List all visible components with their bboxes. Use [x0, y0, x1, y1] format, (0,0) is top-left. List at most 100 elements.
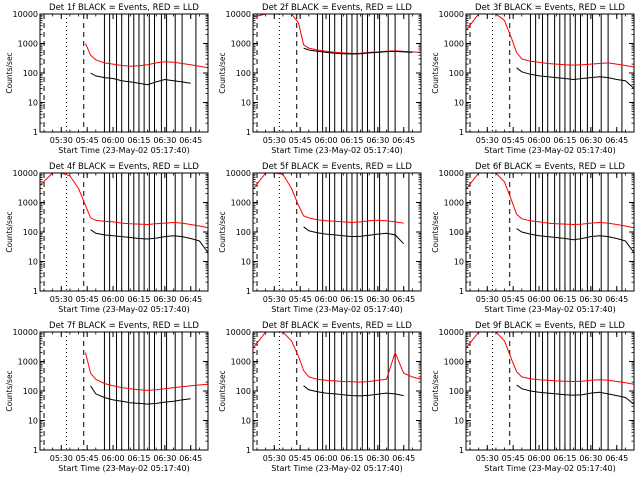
x-tick-label: 06:30 — [579, 136, 602, 145]
y-tick-label: 10000 — [13, 10, 38, 19]
x-tick-label: 05:30 — [476, 454, 499, 463]
y-tick-label: 10000 — [226, 328, 251, 337]
x-tick-label: 05:45 — [289, 454, 312, 463]
events-series-line — [516, 384, 634, 405]
x-tick-label: 05:30 — [263, 454, 286, 463]
x-tick-label: 06:30 — [579, 295, 602, 304]
detector-panel: 1 10 100 1000 10000 05:30 05:45 06:00 06:15 06:30… — [431, 321, 635, 473]
lld-series-line — [85, 352, 208, 391]
y-tick-label: 1000 — [444, 40, 464, 49]
x-tick-label: 06:30 — [153, 454, 176, 463]
y-tick-label: 100 — [449, 387, 464, 396]
x-tick-label: 05:45 — [502, 136, 525, 145]
y-tick-label: 1000 — [18, 199, 38, 208]
y-axis-label: Counts/sec — [218, 52, 227, 93]
x-tick-label: 06:00 — [315, 454, 338, 463]
x-tick-label: 06:00 — [102, 136, 125, 145]
lld-series-line — [253, 332, 421, 383]
lld-series-line — [466, 14, 634, 68]
x-tick-label: 05:30 — [50, 136, 73, 145]
y-tick-label: 10 — [241, 417, 251, 426]
x-tick-label: 06:00 — [528, 295, 551, 304]
y-tick-label: 1 — [459, 287, 464, 296]
lld-series-line — [253, 173, 404, 224]
plot-frame — [39, 13, 209, 133]
x-tick-label: 06:45 — [179, 454, 202, 463]
x-tick-label: 06:30 — [366, 295, 389, 304]
y-axis-label: Counts/sec — [431, 52, 440, 93]
lld-series-line — [466, 173, 634, 229]
y-tick-label: 1000 — [231, 40, 251, 49]
events-series-line — [516, 67, 634, 89]
x-tick-label: 05:30 — [476, 136, 499, 145]
detector-panel: 1 10 100 1000 10000 05:30 05:45 06:00 06:15 06:30… — [218, 162, 422, 314]
events-series-line — [90, 385, 191, 405]
chart-title: Det 9f BLACK = Events, RED = LLD — [475, 321, 625, 331]
y-axis-label: Counts/sec — [5, 370, 14, 411]
x-tick-label: 06:45 — [179, 295, 202, 304]
x-axis-label: Start Time (23-May-02 05:17:40) — [484, 305, 615, 314]
y-tick-label: 1 — [33, 446, 38, 455]
y-tick-label: 10 — [454, 417, 464, 426]
chart-title: Det 7f BLACK = Events, RED = LLD — [49, 321, 199, 331]
y-tick-label: 100 — [23, 69, 38, 78]
detector-panel: 1 10 100 1000 10000 05:30 05:45 06:00 06:15 06:30… — [5, 3, 209, 155]
x-tick-label: 05:30 — [263, 295, 286, 304]
x-axis-label: Start Time (23-May-02 05:17:40) — [271, 305, 402, 314]
x-axis-label: Start Time (23-May-02 05:17:40) — [58, 464, 189, 473]
y-axis-label: Counts/sec — [5, 52, 14, 93]
y-tick-label: 1000 — [444, 358, 464, 367]
y-tick-label: 1 — [459, 446, 464, 455]
x-tick-label: 06:45 — [392, 454, 415, 463]
lld-series-line — [466, 332, 634, 385]
x-tick-label: 06:00 — [528, 136, 551, 145]
x-tick-label: 05:30 — [263, 136, 286, 145]
y-axis-label: Counts/sec — [218, 370, 227, 411]
plot-frame — [252, 172, 422, 292]
y-tick-label: 10 — [28, 99, 38, 108]
x-axis-label: Start Time (23-May-02 05:17:40) — [271, 146, 402, 155]
chart-title: Det 3f BLACK = Events, RED = LLD — [475, 3, 625, 13]
x-tick-label: 06:15 — [553, 454, 576, 463]
x-tick-label: 06:15 — [127, 136, 150, 145]
x-tick-label: 06:30 — [366, 454, 389, 463]
x-tick-label: 06:30 — [153, 295, 176, 304]
x-tick-label: 05:30 — [50, 295, 73, 304]
plot-frame — [252, 331, 422, 451]
x-tick-label: 05:30 — [476, 295, 499, 304]
x-tick-label: 06:00 — [102, 454, 125, 463]
y-tick-label: 1000 — [231, 358, 251, 367]
x-tick-label: 05:45 — [502, 295, 525, 304]
y-tick-label: 1 — [459, 128, 464, 137]
plot-frame — [465, 13, 635, 133]
x-tick-label: 05:45 — [76, 136, 99, 145]
x-axis-label: Start Time (23-May-02 05:17:40) — [484, 464, 615, 473]
x-axis-label: Start Time (23-May-02 05:17:40) — [484, 146, 615, 155]
chart-title: Det 1f BLACK = Events, RED = LLD — [49, 3, 199, 13]
x-tick-label: 06:45 — [605, 454, 628, 463]
x-tick-label: 05:45 — [76, 454, 99, 463]
lld-series-line — [253, 14, 421, 54]
y-tick-label: 100 — [236, 228, 251, 237]
y-tick-label: 10000 — [13, 169, 38, 178]
y-tick-label: 10000 — [226, 10, 251, 19]
x-tick-label: 06:45 — [605, 136, 628, 145]
x-tick-label: 05:45 — [289, 295, 312, 304]
y-tick-label: 10 — [28, 258, 38, 267]
detector-panel: 1 10 100 1000 10000 05:30 05:45 06:00 06:15 06:30… — [5, 162, 209, 314]
x-tick-label: 06:15 — [340, 136, 363, 145]
events-series-line — [303, 385, 404, 397]
x-axis-label: Start Time (23-May-02 05:17:40) — [58, 305, 189, 314]
y-tick-label: 1 — [246, 128, 251, 137]
x-tick-label: 06:15 — [340, 295, 363, 304]
y-tick-label: 10000 — [439, 328, 464, 337]
plot-frame — [252, 13, 422, 133]
detector-panel: 1 10 100 1000 10000 05:30 05:45 06:00 06:15 06:30… — [431, 3, 635, 155]
chart-title: Det 2f BLACK = Events, RED = LLD — [262, 3, 412, 13]
x-tick-label: 06:45 — [605, 295, 628, 304]
y-tick-label: 1 — [33, 128, 38, 137]
x-tick-label: 06:45 — [179, 136, 202, 145]
x-tick-label: 06:15 — [127, 295, 150, 304]
y-tick-label: 10 — [28, 417, 38, 426]
